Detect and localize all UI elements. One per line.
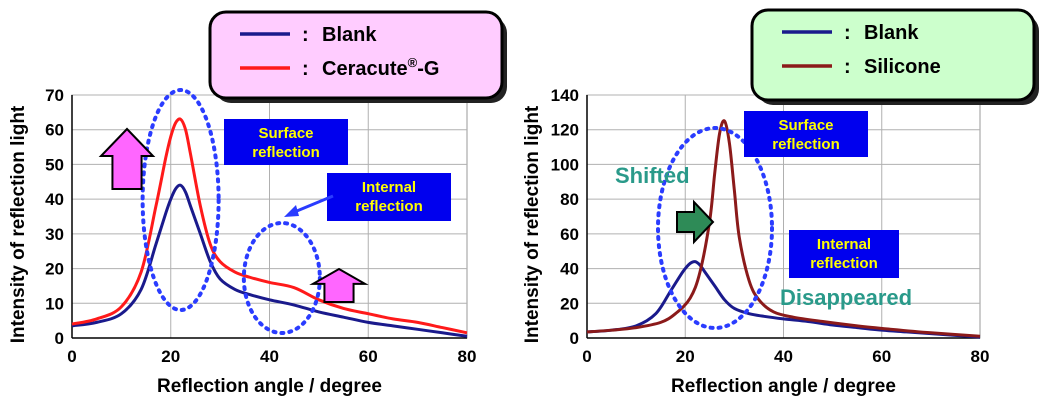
series-line-blank <box>71 183 468 338</box>
up-arrow-internal <box>309 267 369 303</box>
x-tick-label: 40 <box>260 347 279 366</box>
surface-reflection-label-text-line: Surface <box>258 125 313 142</box>
y-tick-label: 100 <box>551 155 579 174</box>
internal-reflection-label-right-text-line: reflection <box>810 255 878 272</box>
legend-label: Silicone <box>864 56 941 78</box>
y-tick-label: 20 <box>560 294 579 313</box>
surface-ellipse <box>140 88 221 312</box>
y-tick-label: 40 <box>45 190 64 209</box>
legend-marker: : <box>302 24 309 46</box>
y-tick-label: 70 <box>45 86 64 105</box>
y-tick-label: 120 <box>551 121 579 140</box>
legend-label-text: Blank <box>864 22 919 44</box>
y-tick-label: 20 <box>45 260 64 279</box>
legend-label: Ceracute®-G <box>322 55 439 80</box>
legend-label: Blank <box>864 22 919 44</box>
series-line-ceracute--g <box>71 117 468 335</box>
y-tick-label: 80 <box>560 190 579 209</box>
x-tick-label: 0 <box>67 347 76 366</box>
right-arrow-shifted <box>676 199 715 245</box>
internal-reflection-label-right-box <box>789 230 899 278</box>
internal-reflection-label-right-text: Internal reflection <box>810 236 878 272</box>
legend-marker: : <box>302 58 309 80</box>
y-tick-label: 0 <box>570 329 579 348</box>
legend-label-text: Blank <box>322 24 377 46</box>
legend-marker: : <box>844 56 851 78</box>
surface-reflection-label-right-text-line: reflection <box>772 136 840 153</box>
y-tick-label: 60 <box>45 121 64 140</box>
internal-reflection-label-text: Internal reflection <box>355 179 423 215</box>
surface-reflection-label-right-text-line: Surface <box>778 117 833 134</box>
x-tick-label: 60 <box>359 347 378 366</box>
y-tick-label: 60 <box>560 225 579 244</box>
internal-reflection-label-text-line: Internal <box>362 179 416 196</box>
x-tick-label: 80 <box>458 347 477 366</box>
disappeared-annotation: Disappeared <box>780 285 912 310</box>
legend-label-sup: ® <box>408 55 418 70</box>
x-axis-label: Reflection angle / degree <box>671 376 896 397</box>
legend-label: Blank <box>322 24 377 46</box>
internal-reflection-label-box <box>327 173 451 221</box>
x-tick-label: 60 <box>872 347 891 366</box>
y-axis-label: Intensity of reflection light <box>522 105 543 343</box>
surface-reflection-label-text-line: reflection <box>252 144 320 161</box>
legend-marker: : <box>844 22 851 44</box>
shifted-annotation: Shifted <box>615 163 690 188</box>
internal-pointer-line <box>291 194 334 215</box>
shift-ellipse <box>656 126 774 330</box>
internal-ellipse <box>241 221 322 335</box>
up-arrow-surface <box>98 127 156 190</box>
legend-label-text: Ceracute <box>322 58 408 80</box>
y-axis-label: Intensity of reflection light <box>8 105 29 343</box>
surface-reflection-label-box <box>224 119 348 165</box>
x-tick-label: 40 <box>774 347 793 366</box>
chart-right-silicone: 0 20 40 60 80 100 120 140 0 20 40 60 80 Reflection an… <box>522 8 1039 397</box>
internal-reflection-label-text-line: reflection <box>355 198 423 215</box>
y-tick-label: 50 <box>45 155 64 174</box>
internal-reflection-label-right-text-line: Internal <box>817 236 871 253</box>
y-tick-label: 10 <box>45 294 64 313</box>
x-axis-label: Reflection angle / degree <box>157 376 382 397</box>
y-tick-label: 140 <box>551 86 579 105</box>
series-line-silicone <box>586 119 981 338</box>
chart-left-ceracute: 0 10 20 30 40 50 60 70 0 20 40 60 80 Reflection angle… <box>8 10 507 397</box>
surface-reflection-label-right-text: Surface reflection <box>772 117 840 153</box>
legend-label-suffix: -G <box>417 58 439 80</box>
x-tick-label: 80 <box>971 347 990 366</box>
y-tick-label: 30 <box>45 225 64 244</box>
surface-reflection-label-right-box <box>744 111 868 157</box>
surface-reflection-label-text: Surface reflection <box>252 125 320 161</box>
y-tick-label: 0 <box>55 329 64 348</box>
x-tick-label: 0 <box>582 347 591 366</box>
y-tick-label: 40 <box>560 260 579 279</box>
x-tick-label: 20 <box>161 347 180 366</box>
internal-pointer-head <box>284 205 299 217</box>
legend-label-text: Silicone <box>864 56 941 78</box>
x-tick-label: 20 <box>676 347 695 366</box>
